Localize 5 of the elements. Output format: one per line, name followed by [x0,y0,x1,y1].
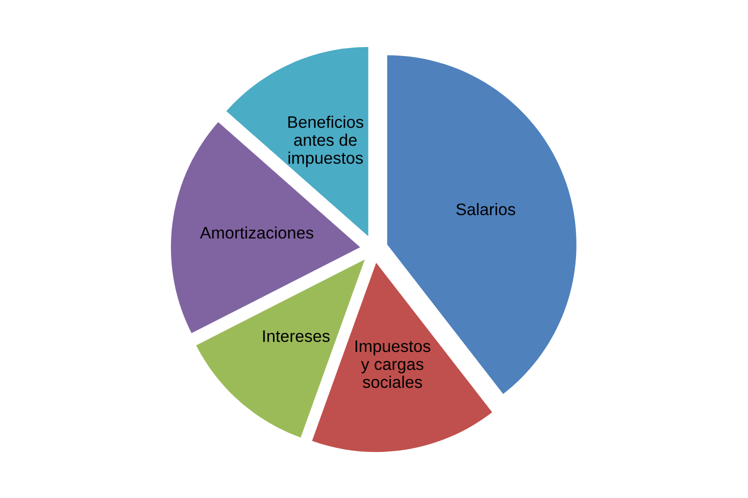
slice-label: Amortizaciones [200,226,314,239]
slice-label: Intereses [263,330,330,342]
slice-label: Salarios [456,203,516,216]
slice-label: Beneficios antes de impuestos [288,116,364,168]
slice-label: Impuestos y cargas sociales [356,340,430,388]
